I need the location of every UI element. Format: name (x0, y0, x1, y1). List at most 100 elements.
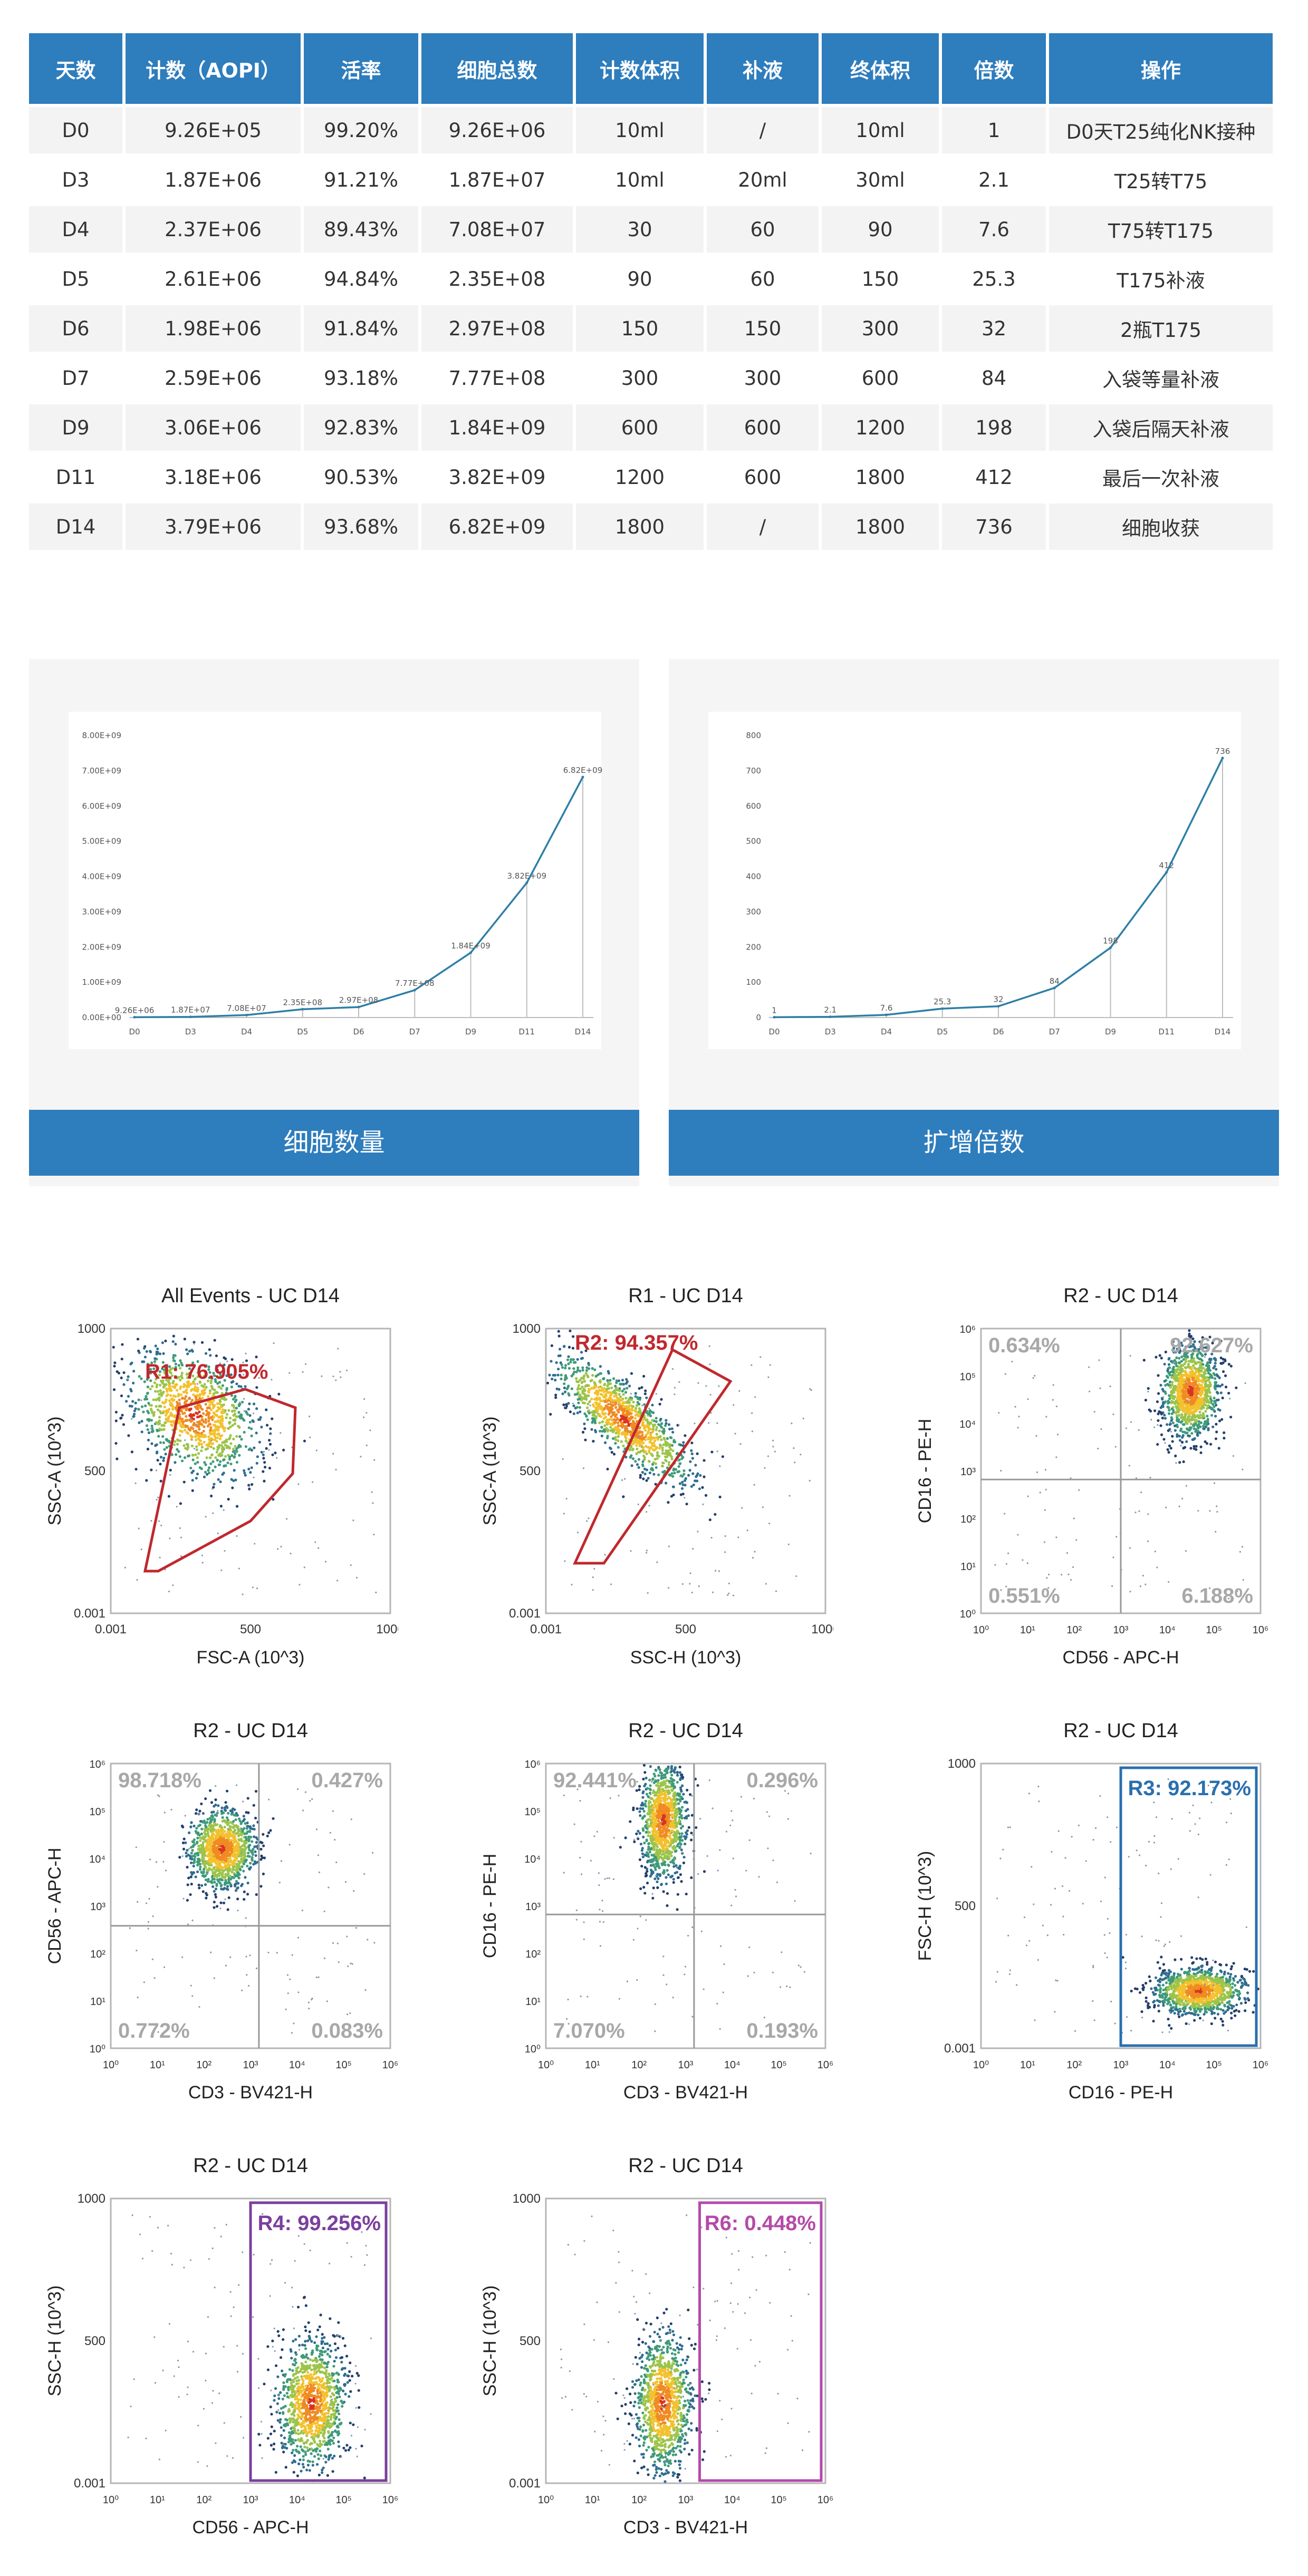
event-dot (267, 1439, 271, 1442)
event-dot (575, 1377, 578, 1380)
event-dot (1149, 1409, 1152, 1413)
x-tick-label: 1000 (376, 1622, 398, 1636)
sparse-event-dot (1044, 1469, 1047, 1471)
event-dot (211, 1827, 214, 1830)
x-tick-label: D6 (993, 1027, 1004, 1037)
table-cell: 3.06E+06 (126, 404, 301, 451)
event-dot (212, 1371, 215, 1375)
event-dot (254, 1862, 257, 1865)
event-dot (205, 1386, 208, 1389)
event-dot (681, 1493, 685, 1496)
table-cell: 150 (822, 256, 939, 302)
event-dot (158, 1399, 161, 1402)
event-dot (670, 1472, 674, 1475)
y-tick-label: 10⁰ (960, 1609, 976, 1620)
event-dot (1175, 1356, 1178, 1359)
y-tick-label: 500 (84, 1464, 105, 1478)
sparse-event-dot (1070, 1578, 1072, 1581)
event-dot (247, 1448, 251, 1451)
event-dot (1166, 1369, 1169, 1372)
event-dot (1206, 1388, 1209, 1391)
event-dot (248, 1848, 251, 1852)
event-dot (223, 1429, 226, 1432)
event-dot (158, 1352, 162, 1355)
event-dot (1199, 1445, 1203, 1448)
event-dot (167, 1380, 170, 1383)
sparse-event-dot (1112, 1413, 1114, 1416)
event-dot (572, 1404, 575, 1408)
sparse-event-dot (724, 1535, 726, 1537)
event-dot (666, 1437, 669, 1440)
sparse-event-dot (1197, 1509, 1199, 1512)
event-dot (1184, 1413, 1187, 1417)
event-dot (158, 1416, 161, 1419)
event-dot (122, 1423, 126, 1426)
event-dot (596, 1408, 599, 1411)
event-dot (1218, 1409, 1222, 1412)
event-dot (583, 1380, 586, 1383)
event-dot (212, 1399, 215, 1402)
event-dot (1182, 1416, 1186, 1419)
event-dot (181, 1424, 185, 1427)
data-point (301, 1008, 304, 1011)
event-dot (598, 1421, 601, 1425)
event-dot (573, 1393, 577, 1396)
event-dot (584, 1438, 587, 1441)
event-dot (1180, 1413, 1184, 1416)
event-dot (617, 1439, 620, 1442)
event-dot (216, 1425, 219, 1428)
event-dot (670, 1457, 674, 1460)
event-dot (575, 1406, 579, 1409)
sparse-event-dot (733, 1404, 735, 1406)
event-dot (1189, 1422, 1193, 1426)
sparse-event-dot (707, 1422, 710, 1424)
event-dot (647, 1427, 650, 1430)
event-dot (679, 1444, 682, 1447)
event-dot (1227, 1363, 1230, 1366)
event-dot (1194, 1378, 1197, 1381)
event-dot (1179, 1421, 1182, 1424)
event-dot (1191, 1378, 1194, 1381)
event-dot (602, 1390, 605, 1393)
event-dot (1193, 1340, 1196, 1343)
sparse-event-dot (263, 1450, 265, 1453)
event-dot (1208, 1361, 1212, 1364)
event-dot (1184, 1345, 1188, 1349)
event-dot (172, 1334, 175, 1338)
sparse-event-dot (1097, 1447, 1099, 1450)
event-dot (1220, 1383, 1224, 1387)
event-dot (198, 1886, 201, 1890)
table-cell: / (707, 107, 819, 153)
event-dot (578, 1406, 581, 1409)
event-dot (603, 1428, 606, 1431)
event-dot (1204, 1346, 1207, 1349)
event-dot (161, 1435, 165, 1438)
event-dot (580, 1351, 583, 1354)
sparse-event-dot (671, 1368, 674, 1370)
event-dot (200, 1884, 204, 1887)
sparse-event-dot (212, 1512, 214, 1514)
event-dot (1190, 1432, 1194, 1435)
table-cell: D14 (29, 503, 122, 550)
event-dot (1188, 1332, 1191, 1335)
event-dot (136, 1338, 140, 1341)
sparse-event-dot (1073, 1517, 1075, 1519)
event-dot (194, 1386, 197, 1389)
event-dot (1187, 1366, 1190, 1369)
event-dot (220, 1447, 224, 1450)
table-cell: 99.20% (304, 107, 418, 153)
event-dot (176, 1442, 179, 1446)
event-dot (240, 1413, 243, 1417)
event-dot (221, 1860, 224, 1863)
y-tick-label: 500 (520, 1464, 541, 1478)
sparse-event-dot (794, 1461, 796, 1464)
event-dot (604, 1441, 607, 1444)
event-dot (614, 1406, 618, 1409)
sparse-event-dot (1078, 1489, 1080, 1491)
event-dot (116, 1457, 119, 1460)
event-dot (220, 1405, 223, 1409)
data-point (997, 1005, 1000, 1008)
sparse-event-dot (242, 1373, 245, 1376)
sparse-event-dot (371, 1491, 373, 1493)
